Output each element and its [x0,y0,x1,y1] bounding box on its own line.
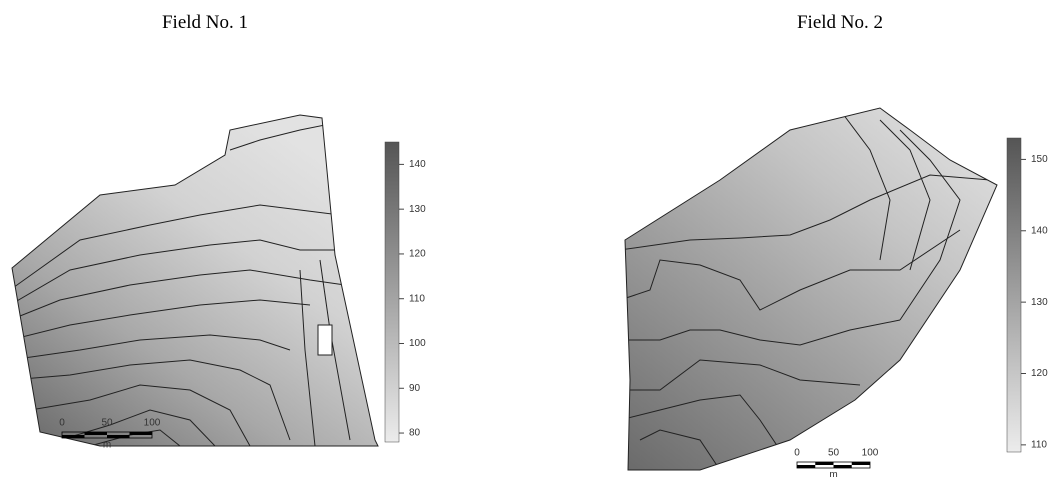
field-map [620,108,997,470]
scale-bar-label: 0 [794,448,800,459]
scale-bar-segment [107,435,130,438]
colorbar-tick-label: 90 [409,383,421,394]
colorbar-tick-label: 120 [409,249,426,260]
colorbar-tick-label: 150 [1031,154,1048,165]
scale-bar-segment [130,432,153,435]
field-map [10,115,378,446]
panel-title: Field No. 2 [797,12,883,33]
colorbar-tick-label: 140 [1031,225,1048,236]
colorbar-tick-label: 130 [409,204,426,215]
colorbar [385,142,399,442]
scale-bar-segment [62,435,85,438]
scale-bar-unit: m [829,470,837,477]
scale-bar-label: 50 [101,418,113,429]
scale-bar-segment [852,462,870,465]
colorbar [1007,138,1021,452]
scale-bar-label: 100 [862,448,879,459]
colorbar-tick-label: 120 [1031,368,1048,379]
scale-bar-unit: m [103,440,111,451]
colorbar-tick-label: 110 [1031,440,1047,451]
scale-bar-label: 0 [59,418,65,429]
figure: Field No. 1 Field No. 2 [0,0,1061,477]
scale-bar-segment [815,462,833,465]
colorbar-tick-label: 100 [409,338,426,349]
colorbar-tick-label: 130 [1031,297,1048,308]
scale-bar-segment [85,432,108,435]
colorbar-tick-label: 140 [409,159,426,170]
scale-bar-segment [797,465,815,468]
colorbar-tick-label: 110 [409,293,425,304]
panel-title: Field No. 1 [162,12,248,33]
scale-bar-segment [834,465,852,468]
scale-bar-label: 50 [828,448,840,459]
scale-bar-label: 100 [144,418,161,429]
colorbar-tick-label: 80 [409,428,421,439]
